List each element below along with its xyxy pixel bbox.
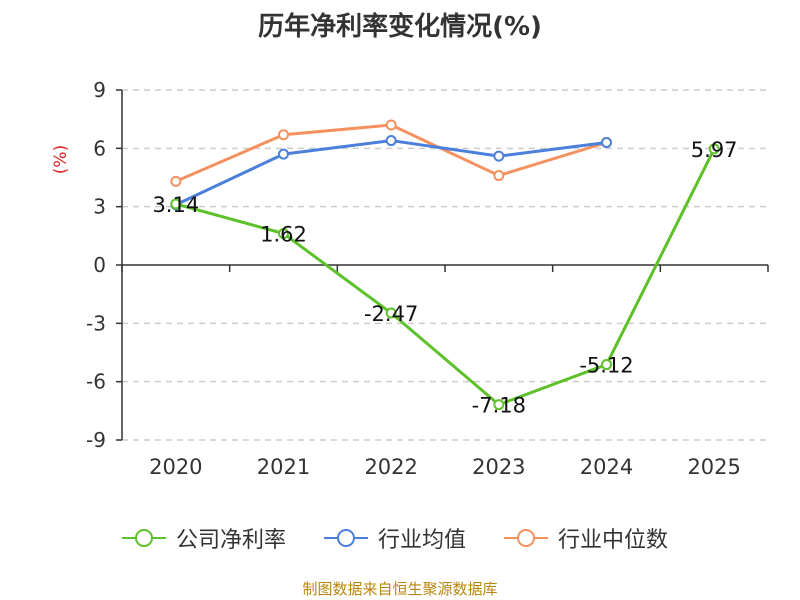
data-label: -2.47 <box>364 302 418 326</box>
legend-swatch-industry-mean-icon <box>324 529 368 547</box>
line-chart: 9 6 3 0 -3 -6 -9 (%) 2020 2021 2022 2023 2024 2025 3.1… <box>51 78 769 479</box>
x-tick-label: 2023 <box>472 455 525 479</box>
data-label: -5.12 <box>579 354 633 378</box>
y-tick-label: -3 <box>86 311 106 335</box>
data-point <box>385 307 397 319</box>
legend-label-company: 公司净利率 <box>176 528 287 553</box>
legend-swatch-company-icon <box>122 529 166 547</box>
data-point <box>278 148 289 160</box>
data-point <box>385 135 397 147</box>
y-tick-label: -6 <box>86 370 106 394</box>
x-tick-label: 2024 <box>580 455 633 479</box>
data-point <box>601 359 612 371</box>
legend-swatch-industry-median-icon <box>504 529 548 547</box>
data-point <box>170 198 182 210</box>
data-point <box>601 137 612 148</box>
data-point <box>493 399 505 411</box>
y-axis-label: (%) <box>51 145 71 174</box>
x-tick-label: 2025 <box>687 455 740 479</box>
data-label: 1.62 <box>260 223 307 247</box>
data-point <box>708 143 720 155</box>
data-source-note: 制图数据来自恒生聚源数据库 <box>302 580 498 598</box>
legend-item-industry-median[interactable]: 行业中位数 <box>504 518 668 558</box>
series-line <box>175 139 607 207</box>
data-point <box>278 129 289 141</box>
legend-label-industry-median: 行业中位数 <box>558 528 669 553</box>
chart-legend: 公司净利率 行业均值 行业中位数 <box>0 518 800 558</box>
y-tick-label: -9 <box>86 428 106 452</box>
y-tick-label: 3 <box>93 195 106 219</box>
legend-label-industry-mean: 行业均值 <box>378 528 467 553</box>
data-point <box>278 228 289 239</box>
data-point <box>493 150 505 162</box>
series-line <box>175 148 716 407</box>
y-tick-label: 6 <box>93 136 106 160</box>
data-point <box>493 170 505 182</box>
data-point <box>385 119 397 131</box>
data-label: -7.18 <box>472 394 526 418</box>
data-label: 3.14 <box>152 193 199 217</box>
legend-item-industry-mean[interactable]: 行业均值 <box>324 518 466 558</box>
x-tick-label: 2020 <box>149 455 202 479</box>
chart-title: 历年净利率变化情况(%) <box>258 12 542 42</box>
x-tick-label: 2021 <box>257 455 310 479</box>
data-point <box>170 175 182 187</box>
legend-item-company[interactable]: 公司净利率 <box>122 518 286 558</box>
y-tick-label: 9 <box>93 78 106 102</box>
x-tick-label: 2022 <box>364 455 417 479</box>
y-tick-label: 0 <box>93 253 106 277</box>
data-label: 5.97 <box>691 138 738 162</box>
